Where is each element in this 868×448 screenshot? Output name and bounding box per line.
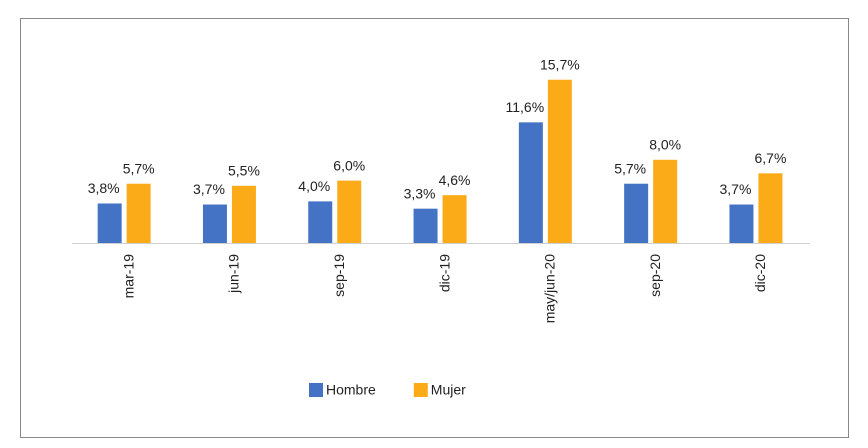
x-tick-label: sep-19 [331, 254, 347, 297]
data-label: 5,7% [123, 160, 155, 176]
x-tick-label: dic-20 [752, 254, 768, 292]
bar [202, 204, 227, 243]
bar [653, 159, 678, 243]
x-tick-label: mar-19 [120, 254, 136, 299]
legend-swatch [413, 383, 428, 397]
x-tick-label: sep-20 [647, 254, 663, 297]
data-label: 8,0% [649, 137, 681, 153]
bar [308, 201, 333, 243]
bar [547, 79, 572, 243]
data-label: 3,7% [719, 181, 751, 197]
bar [758, 173, 783, 243]
bar [337, 180, 362, 243]
x-tick-label: dic-19 [436, 254, 452, 292]
data-label: 11,6% [506, 99, 545, 115]
data-label: 3,3% [404, 185, 436, 201]
data-label: 3,7% [193, 181, 225, 197]
legend-label: Mujer [431, 382, 466, 398]
x-tick-label: may/jun-20 [542, 254, 558, 323]
legend-swatch [309, 383, 323, 397]
data-label: 5,7% [614, 160, 646, 176]
bar [126, 183, 151, 243]
bar [442, 195, 467, 243]
data-label: 6,7% [754, 150, 786, 166]
data-label: 4,6% [439, 172, 471, 188]
bar [729, 204, 754, 243]
data-label: 3,8% [88, 180, 120, 196]
bar [231, 185, 256, 243]
bar [518, 122, 543, 243]
bar [413, 208, 438, 243]
legend-label: Hombre [326, 382, 376, 398]
x-tick-label: jun-19 [226, 254, 242, 294]
bar [97, 203, 122, 243]
data-label: 4,0% [298, 178, 330, 194]
data-label: 15,7% [540, 56, 580, 72]
data-label: 5,5% [228, 163, 260, 179]
bar [624, 183, 649, 243]
data-label: 6,0% [333, 157, 365, 173]
